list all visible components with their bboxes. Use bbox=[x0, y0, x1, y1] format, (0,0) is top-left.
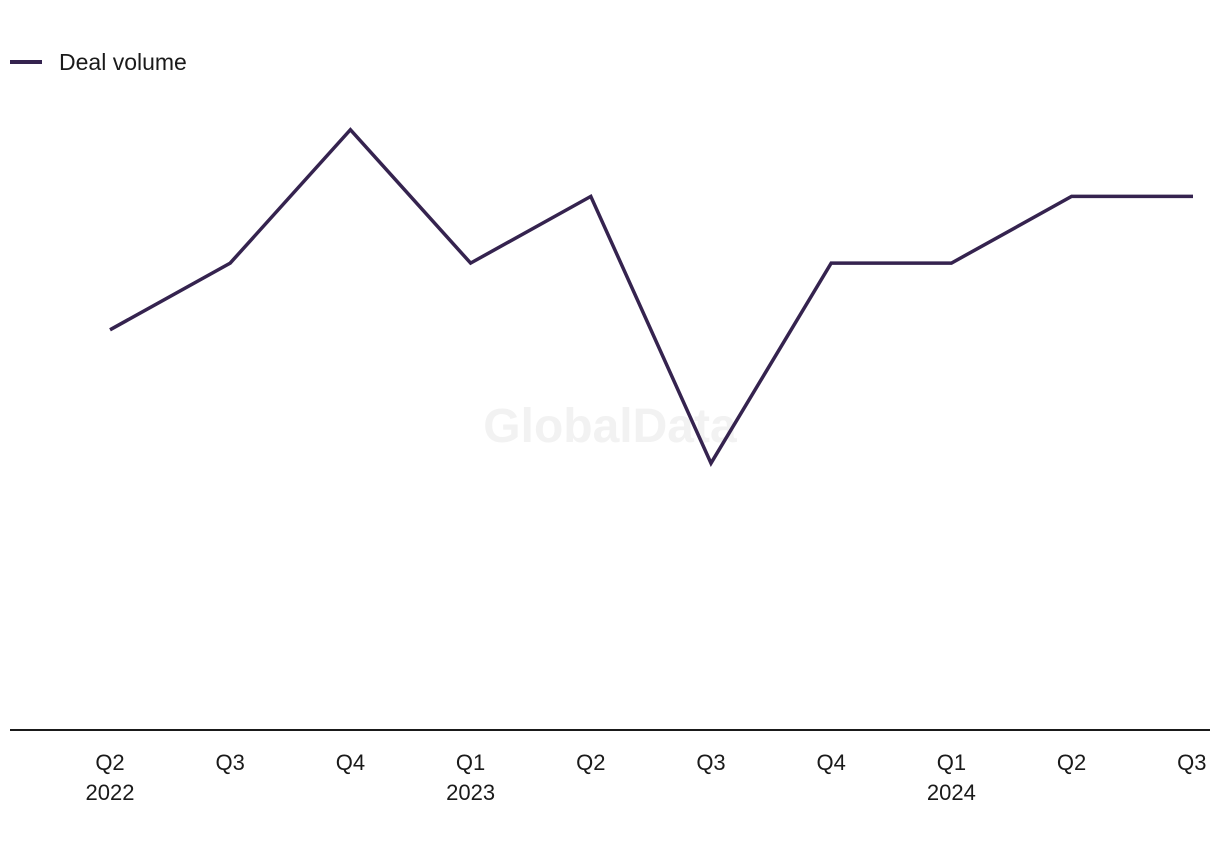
x-tick-label: Q4 bbox=[336, 750, 365, 775]
x-tick-year-label: 2024 bbox=[927, 780, 976, 805]
x-tick-label: Q2 bbox=[95, 750, 124, 775]
series-layer bbox=[104, 124, 1199, 469]
x-tick-label: Q3 bbox=[696, 750, 725, 775]
legend-label-deal-volume: Deal volume bbox=[59, 49, 187, 75]
x-tick-label: Q2 bbox=[576, 750, 605, 775]
data-point[interactable] bbox=[945, 257, 957, 269]
x-tick-label: Q4 bbox=[817, 750, 846, 775]
data-point[interactable] bbox=[705, 457, 717, 469]
x-tick-label: Q3 bbox=[216, 750, 245, 775]
data-point[interactable] bbox=[104, 324, 116, 336]
data-point[interactable] bbox=[1187, 190, 1199, 202]
x-tick-label: Q1 bbox=[937, 750, 966, 775]
x-tick-label: Q1 bbox=[456, 750, 485, 775]
x-tick-label: Q2 bbox=[1057, 750, 1086, 775]
data-point[interactable] bbox=[344, 124, 356, 136]
data-point[interactable] bbox=[1066, 190, 1078, 202]
data-point[interactable] bbox=[224, 257, 236, 269]
data-point[interactable] bbox=[825, 257, 837, 269]
x-tick-year-label: 2022 bbox=[86, 780, 135, 805]
watermark-logo: GlobalData bbox=[483, 400, 737, 453]
x-tick-year-label: 2023 bbox=[446, 780, 495, 805]
series-line-deal-volume bbox=[109, 127, 1193, 467]
x-tick-label: Q3 bbox=[1177, 750, 1206, 775]
x-axis-tick-labels: Q2 2022 Q3 Q4 Q1 2023 Q2 Q3 Q4 Q1 2024 Q2 Q3 bbox=[86, 750, 1207, 805]
data-point[interactable] bbox=[465, 257, 477, 269]
legend: Deal volume bbox=[10, 49, 187, 75]
data-point[interactable] bbox=[585, 190, 597, 202]
